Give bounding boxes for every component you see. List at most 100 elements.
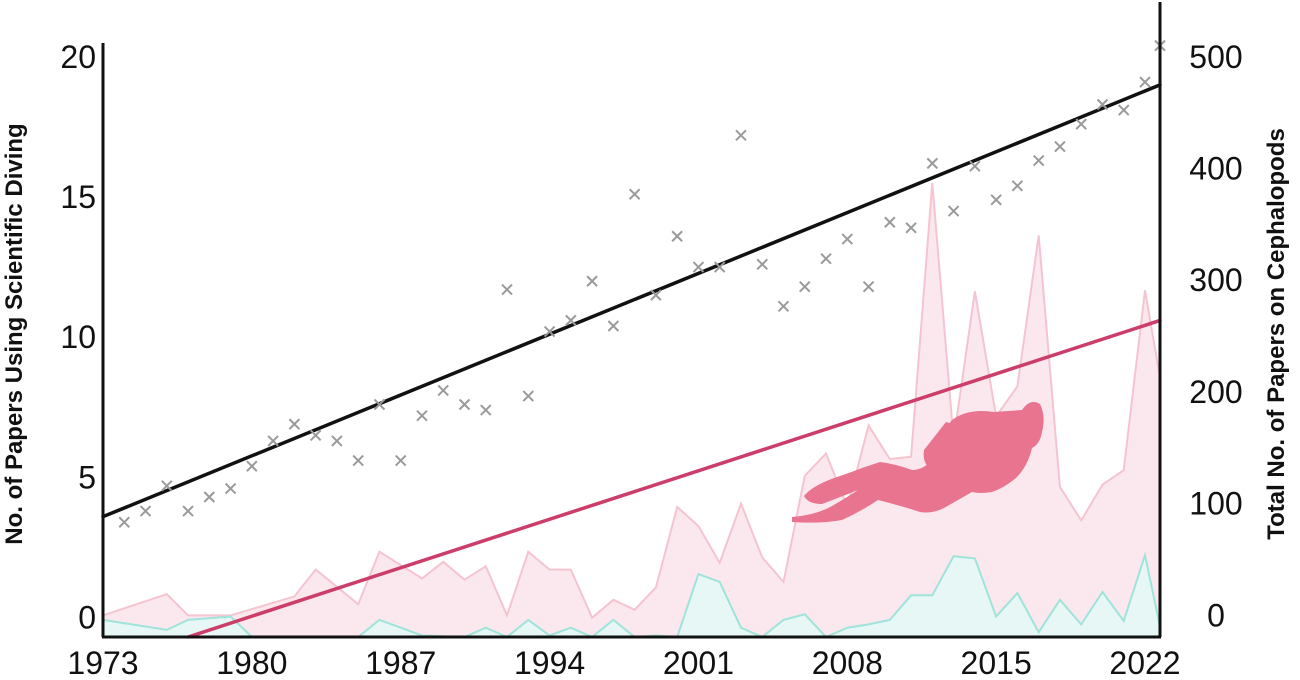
scatter-point xyxy=(1096,98,1109,111)
scatter-point xyxy=(139,505,152,517)
scatter-point xyxy=(437,384,449,397)
scatter-point-mark xyxy=(607,320,620,332)
area-line-1 xyxy=(102,551,1161,639)
scatter-point xyxy=(1032,154,1045,167)
scatter-point-mark xyxy=(862,281,875,293)
scatter-point-mark xyxy=(288,418,301,430)
scatter-point xyxy=(1054,140,1066,153)
scatter-point xyxy=(395,454,407,467)
scatter-point xyxy=(182,505,194,517)
scatter-point xyxy=(628,188,641,200)
scatter-point-mark xyxy=(884,216,896,228)
scatter-point xyxy=(522,390,535,402)
scatter-point xyxy=(224,482,237,495)
y-left-tick-label: 5 xyxy=(78,459,96,495)
scatter-point xyxy=(799,281,811,293)
scatter-point-mark xyxy=(309,429,322,442)
scatter-point-mark xyxy=(118,516,130,528)
scatter-point-mark xyxy=(267,435,279,447)
scatter-point-mark xyxy=(182,505,194,517)
scatter-point-mark xyxy=(522,390,535,402)
scatter-point xyxy=(267,435,279,447)
scatter-point-mark xyxy=(501,283,513,296)
x-tick-label: 1994 xyxy=(514,645,585,680)
scatter-point xyxy=(501,283,513,296)
scatter-point xyxy=(735,129,747,142)
scatter-point-mark xyxy=(1075,118,1087,130)
scatter-point xyxy=(990,194,1002,206)
scatter-point xyxy=(1075,118,1087,130)
right-axis-title: Total No. of Papers on Cephalopods xyxy=(1263,128,1290,540)
scatter-point-mark xyxy=(458,398,471,411)
scatter-point-mark xyxy=(990,194,1002,206)
scatter-point xyxy=(416,409,428,422)
trendline-1 xyxy=(186,318,1162,639)
x-tick-label: 2008 xyxy=(812,645,883,680)
scatter-point-mark xyxy=(650,289,662,301)
scatter-point-mark xyxy=(1011,180,1024,192)
scuba-diver-icon xyxy=(792,402,1044,523)
scatter-point-mark xyxy=(224,482,237,495)
scatter-point-mark xyxy=(352,454,364,467)
scatter-point-mark xyxy=(1096,98,1109,111)
axes xyxy=(101,2,1162,639)
scatter-point xyxy=(1118,104,1130,116)
scatter-point xyxy=(607,320,620,332)
y-right-tick-label: 300 xyxy=(1189,262,1242,298)
trendline-0 xyxy=(101,83,1162,519)
scatter-point-mark xyxy=(713,261,726,273)
y-right-tick-label: 100 xyxy=(1189,486,1242,522)
scatter-point-mark xyxy=(203,491,216,503)
y-right-tick-label: 400 xyxy=(1189,150,1242,186)
scatter-point-mark xyxy=(692,261,705,273)
scatter-point xyxy=(543,325,556,338)
scatter-point-mark xyxy=(246,460,258,472)
scatter-point xyxy=(458,398,471,411)
x-tick-label: 2015 xyxy=(961,645,1032,680)
scatter-point xyxy=(373,398,386,411)
scatter-point-mark xyxy=(735,129,747,142)
scatter-point xyxy=(352,454,364,467)
scatter-point xyxy=(947,205,960,217)
scatter-point-mark xyxy=(1054,140,1066,153)
scatter-point xyxy=(905,222,917,234)
y-left-tick-label: 15 xyxy=(60,179,96,215)
scatter-point-mark xyxy=(926,157,939,170)
scatter-point xyxy=(862,281,875,293)
scatter-point-mark xyxy=(969,160,981,172)
scatter-point-mark xyxy=(586,275,598,287)
scatter-point-mark xyxy=(1139,76,1151,88)
y-right-tick-label: 200 xyxy=(1189,374,1242,410)
scatter-point-mark xyxy=(799,281,811,293)
scatter-point-mark xyxy=(947,205,960,217)
scatter-point xyxy=(309,429,322,442)
y-right-tick-label: 0 xyxy=(1207,597,1225,633)
scatter-point-mark xyxy=(565,314,577,327)
scatter-point xyxy=(1011,180,1024,192)
tick-label-layer: 1973 1980 1987 1994 2001 2008 2015 2022 0 5 10 15 20… xyxy=(60,39,1242,680)
scatter-point xyxy=(926,157,939,170)
scatter-point-mark xyxy=(1118,104,1130,116)
scatter-point xyxy=(713,261,726,273)
x-tick-label: 1987 xyxy=(365,645,436,680)
scatter-point xyxy=(331,435,343,447)
scatter-point xyxy=(692,261,705,273)
scatter-point xyxy=(586,275,598,287)
scatter-point-mark xyxy=(480,404,492,416)
x-tick-label: 1980 xyxy=(216,645,287,680)
scatter-point-mark xyxy=(820,252,832,265)
scatter-point xyxy=(118,516,130,528)
scatter-point-mark xyxy=(628,188,641,200)
scatter-point xyxy=(565,314,577,327)
scatter-point-mark xyxy=(139,505,152,517)
scatter-point xyxy=(671,230,683,242)
scatter-point-mark xyxy=(416,409,428,422)
scatter-point xyxy=(161,480,173,492)
scatter-point xyxy=(203,491,216,503)
scatter-point xyxy=(820,252,832,265)
scatter-point xyxy=(884,216,896,228)
scatter-point xyxy=(969,160,981,172)
scatter-point xyxy=(650,289,662,301)
area-fill-1 xyxy=(103,555,1160,637)
